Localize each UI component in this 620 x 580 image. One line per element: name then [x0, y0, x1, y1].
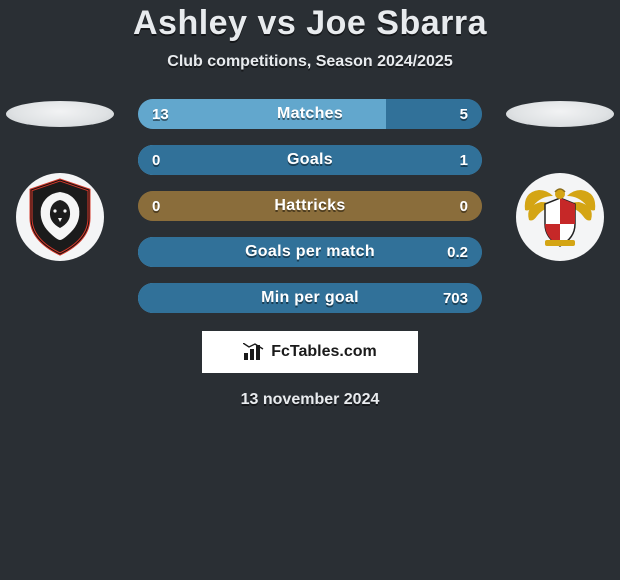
- winged-shield-icon: [519, 182, 601, 252]
- page-title: Ashley vs Joe Sbarra: [0, 4, 620, 43]
- stat-bar-fill-right: [310, 191, 482, 221]
- player1-photo-placeholder: [6, 101, 114, 127]
- bar-chart-icon: [243, 343, 265, 361]
- player2-club-badge: [510, 173, 610, 261]
- stat-bar-fill-right: [138, 237, 482, 267]
- stat-bar-fill-right: [386, 99, 482, 129]
- attribution-badge: FcTables.com: [202, 331, 418, 373]
- stat-bar-row: 00Hattricks: [138, 191, 482, 221]
- title-vs: vs: [257, 4, 296, 42]
- stat-bar-row: 703Min per goal: [138, 283, 482, 313]
- comparison-card: Ashley vs Joe Sbarra Club competitions, …: [0, 0, 620, 409]
- right-player-column: [500, 99, 620, 261]
- stat-bar-row: 0.2Goals per match: [138, 237, 482, 267]
- player1-club-badge: [10, 173, 110, 261]
- stat-bar-row: 01Goals: [138, 145, 482, 175]
- doncaster-rovers-badge: [516, 173, 604, 261]
- stat-bar-fill-left: [138, 191, 310, 221]
- stat-bar-row: 135Matches: [138, 99, 482, 129]
- subtitle: Club competitions, Season 2024/2025: [0, 53, 620, 71]
- left-player-column: [0, 99, 120, 261]
- date-text: 13 november 2024: [0, 391, 620, 409]
- stat-bars: 135Matches 01Goals 00Hattricks 0.2Goals per…: [138, 99, 482, 313]
- player2-photo-placeholder: [506, 101, 614, 127]
- stat-bar-fill-right: [138, 283, 482, 313]
- salford-city-badge: [16, 173, 104, 261]
- title-player2: Joe Sbarra: [306, 4, 487, 42]
- attribution-text: FcTables.com: [271, 343, 377, 361]
- main-layout: 135Matches 01Goals 00Hattricks 0.2Goals per…: [0, 99, 620, 313]
- title-player1: Ashley: [133, 4, 248, 42]
- shield-lion-icon: [25, 178, 95, 256]
- stat-bar-fill-right: [138, 145, 482, 175]
- stat-bar-fill-left: [138, 99, 386, 129]
